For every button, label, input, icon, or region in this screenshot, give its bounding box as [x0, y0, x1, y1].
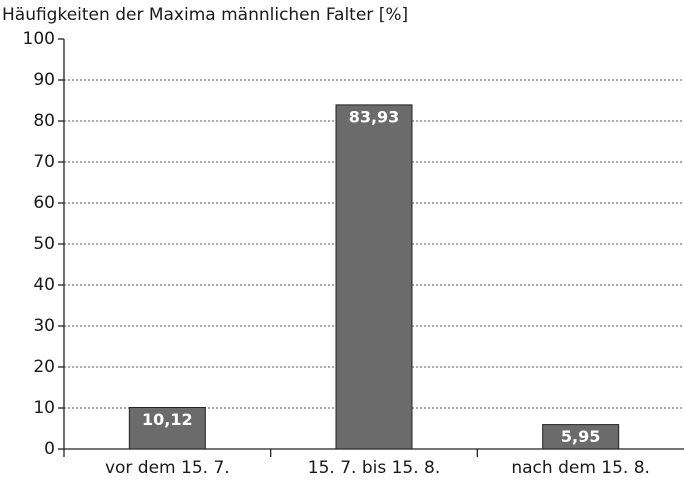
y-tick-label: 40 [33, 275, 55, 295]
y-tick-label: 0 [44, 439, 55, 459]
y-tick-label: 70 [33, 152, 55, 172]
value-label: 83,93 [349, 107, 400, 126]
bar [128, 407, 206, 450]
value-label: 5,95 [561, 427, 600, 446]
y-tick-label: 60 [33, 193, 55, 213]
x-tick-label: nach dem 15. 8. [511, 458, 650, 478]
x-tick-label: vor dem 15. 7. [105, 458, 230, 478]
y-tick-label: 50 [33, 234, 55, 254]
bar [335, 104, 413, 450]
chart-title: Häufigkeiten der Maxima männlichen Falte… [2, 5, 408, 25]
y-tick-label: 80 [33, 111, 55, 131]
x-tick-label: 15. 7. bis 15. 8. [308, 458, 441, 478]
y-tick-label: 100 [23, 29, 55, 49]
y-tick-label: 90 [33, 70, 55, 90]
value-label: 10,12 [142, 410, 193, 429]
bar [542, 424, 620, 450]
y-tick-label: 10 [33, 398, 55, 418]
y-tick-label: 30 [33, 316, 55, 336]
y-tick-label: 20 [33, 357, 55, 377]
